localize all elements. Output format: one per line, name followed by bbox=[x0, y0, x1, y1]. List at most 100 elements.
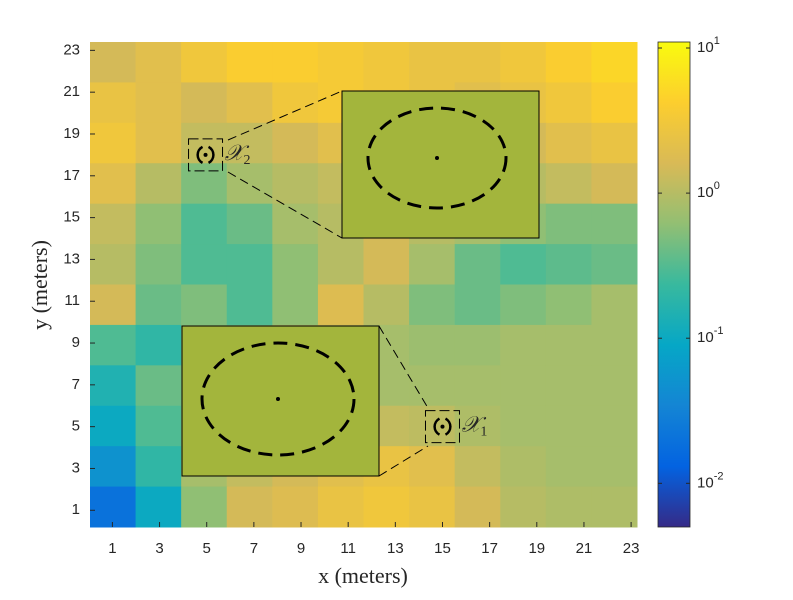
x-tick-label: 5 bbox=[203, 540, 211, 557]
colorbar bbox=[657, 41, 691, 528]
heat-cell bbox=[409, 284, 456, 326]
inset bbox=[341, 90, 540, 239]
heat-cell bbox=[454, 42, 501, 83]
heat-cell bbox=[90, 284, 137, 326]
y-tick-label: 11 bbox=[64, 292, 80, 309]
heat-cell bbox=[454, 284, 501, 326]
heat-cell bbox=[226, 486, 273, 528]
marker-arc bbox=[433, 417, 452, 436]
y-tick-label: 7 bbox=[72, 376, 80, 393]
tick-base: 10 bbox=[697, 329, 714, 346]
marker-subscript: 1 bbox=[480, 425, 487, 440]
heat-cell bbox=[545, 324, 592, 366]
heat-cell bbox=[317, 284, 364, 326]
heat-cell bbox=[591, 365, 638, 407]
heat-cell bbox=[135, 446, 182, 488]
tick-exponent: -1 bbox=[714, 325, 724, 337]
heat-cell bbox=[226, 284, 273, 326]
x-axis-label: x (meters) bbox=[318, 563, 408, 588]
x-tick-label: 19 bbox=[528, 540, 545, 557]
heat-cell bbox=[545, 405, 592, 447]
y-tick-label: 21 bbox=[63, 83, 80, 100]
marker-dot bbox=[440, 424, 445, 429]
x-tick-label: 1 bbox=[108, 540, 116, 557]
heat-cell bbox=[317, 244, 364, 285]
tick-exponent: 1 bbox=[714, 35, 720, 47]
heat-cell bbox=[545, 244, 592, 285]
heat-cell bbox=[500, 365, 547, 407]
heat-cell bbox=[545, 486, 592, 528]
heat-cell bbox=[226, 82, 273, 124]
heat-cell bbox=[135, 42, 182, 83]
heat-cell bbox=[90, 446, 137, 488]
heat-cell bbox=[90, 42, 137, 83]
heat-cell bbox=[272, 42, 319, 83]
heat-cell bbox=[317, 486, 364, 528]
heat-cell bbox=[363, 42, 410, 83]
heat-cell bbox=[591, 244, 638, 285]
heat-cell bbox=[272, 163, 319, 205]
tick-exponent: 0 bbox=[714, 180, 720, 192]
heat-cell bbox=[181, 82, 228, 124]
heat-cell bbox=[272, 244, 319, 285]
heat-cell bbox=[409, 244, 456, 285]
y-tick-label: 3 bbox=[72, 459, 80, 476]
x-tick-label: 15 bbox=[434, 540, 451, 557]
heat-cell bbox=[591, 486, 638, 528]
heat-cell bbox=[90, 365, 137, 407]
y-axis-label: y (meters) bbox=[27, 240, 52, 330]
y-tick-label: 9 bbox=[72, 334, 80, 351]
marker-box bbox=[188, 138, 224, 172]
x-tick-label: 7 bbox=[250, 540, 258, 557]
colorbar-tick-label: 100 bbox=[697, 180, 720, 201]
x-tick-label: 17 bbox=[481, 540, 498, 557]
heat-cell bbox=[591, 284, 638, 326]
heat-cell bbox=[545, 365, 592, 407]
heat-cell bbox=[135, 82, 182, 124]
heat-cell bbox=[545, 122, 592, 164]
heat-cell bbox=[591, 405, 638, 447]
colorbar-tick-label: 10-2 bbox=[697, 470, 723, 491]
y-tick-label: 1 bbox=[72, 501, 80, 518]
y-tick-label: 15 bbox=[63, 209, 80, 226]
y-tick-label: 13 bbox=[63, 250, 80, 267]
heat-cell bbox=[135, 405, 182, 447]
heat-cell bbox=[500, 244, 547, 285]
heat-cell bbox=[90, 405, 137, 447]
heat-cell bbox=[409, 365, 456, 407]
heat-cell bbox=[135, 486, 182, 528]
heat-cell bbox=[591, 82, 638, 124]
heat-cell bbox=[181, 486, 228, 528]
heat-cell bbox=[135, 122, 182, 164]
heat-cell bbox=[135, 284, 182, 326]
heat-cell bbox=[454, 405, 501, 447]
x-tick-label: 21 bbox=[576, 540, 593, 557]
heat-cell bbox=[500, 405, 547, 447]
heat-cell bbox=[226, 203, 273, 245]
y-tick-label: 5 bbox=[72, 418, 80, 435]
heat-cell bbox=[454, 365, 501, 407]
heat-cell bbox=[363, 244, 410, 285]
heat-cell bbox=[272, 203, 319, 245]
heat-cell bbox=[545, 446, 592, 488]
heat-cell bbox=[90, 203, 137, 245]
heat-cell bbox=[500, 284, 547, 326]
heat-cell bbox=[135, 163, 182, 205]
heat-cell bbox=[90, 122, 137, 164]
heat-cell bbox=[226, 122, 273, 164]
heat-cell bbox=[409, 42, 456, 83]
heat-cell bbox=[135, 203, 182, 245]
heat-cell bbox=[500, 446, 547, 488]
inset-ellipse bbox=[200, 341, 356, 457]
heat-cell bbox=[545, 82, 592, 124]
heat-cell bbox=[90, 486, 137, 528]
heat-cell bbox=[591, 203, 638, 245]
heat-cell bbox=[454, 446, 501, 488]
zoom-line bbox=[227, 90, 343, 141]
heat-cell bbox=[181, 42, 228, 83]
heat-cell bbox=[135, 244, 182, 285]
heat-cell bbox=[409, 446, 456, 488]
marker-dot bbox=[203, 152, 208, 157]
heat-cell bbox=[181, 203, 228, 245]
